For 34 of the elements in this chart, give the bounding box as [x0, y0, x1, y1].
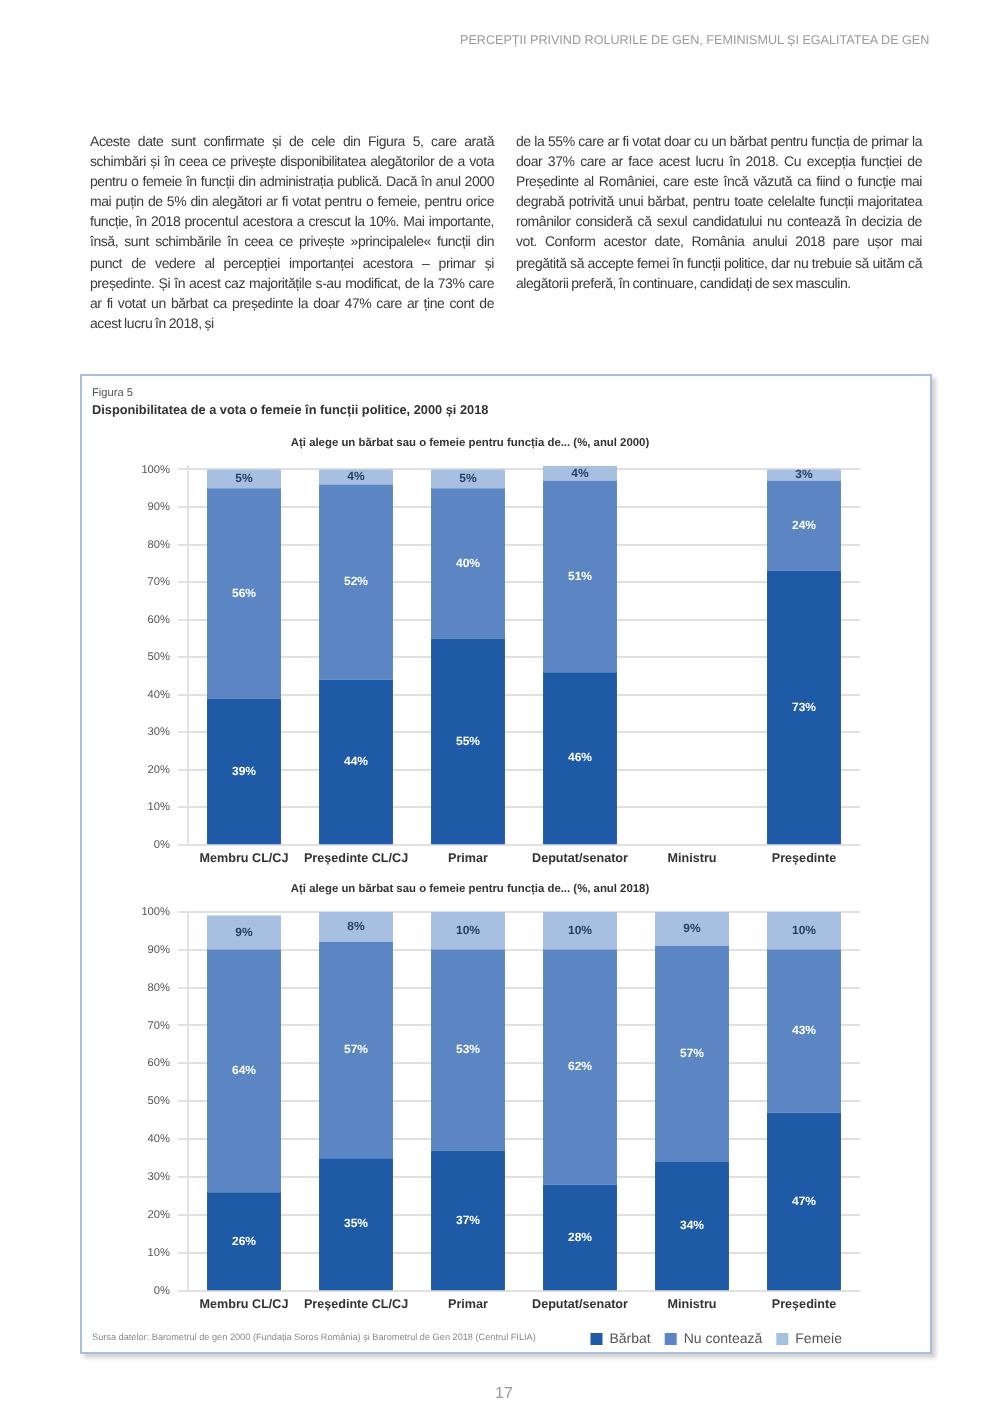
bar	[431, 1150, 505, 1291]
bar	[767, 1112, 841, 1291]
bar	[431, 488, 505, 639]
bar	[431, 469, 505, 489]
bar	[767, 480, 841, 571]
bar	[655, 1161, 729, 1291]
bar	[767, 570, 841, 845]
bar	[207, 469, 281, 489]
bar	[655, 945, 729, 1162]
bar	[319, 484, 393, 680]
bar	[543, 480, 617, 673]
text: 17	[493, 1384, 515, 1402]
bar	[319, 679, 393, 845]
bar	[319, 942, 393, 1159]
bar	[543, 1184, 617, 1291]
bar	[207, 488, 281, 699]
bar	[543, 465, 617, 481]
bar	[543, 911, 617, 950]
bar	[431, 911, 505, 950]
bar	[207, 698, 281, 845]
bar	[207, 1192, 281, 1291]
bar	[319, 1158, 393, 1291]
bar	[431, 638, 505, 845]
bar	[655, 911, 729, 946]
bar	[767, 911, 841, 950]
bar	[543, 949, 617, 1185]
bar	[431, 949, 505, 1151]
bar	[319, 469, 393, 485]
bar	[319, 911, 393, 943]
bar	[767, 469, 841, 481]
bar	[207, 915, 281, 950]
bar	[207, 949, 281, 1193]
bar	[543, 672, 617, 845]
bar	[767, 949, 841, 1113]
